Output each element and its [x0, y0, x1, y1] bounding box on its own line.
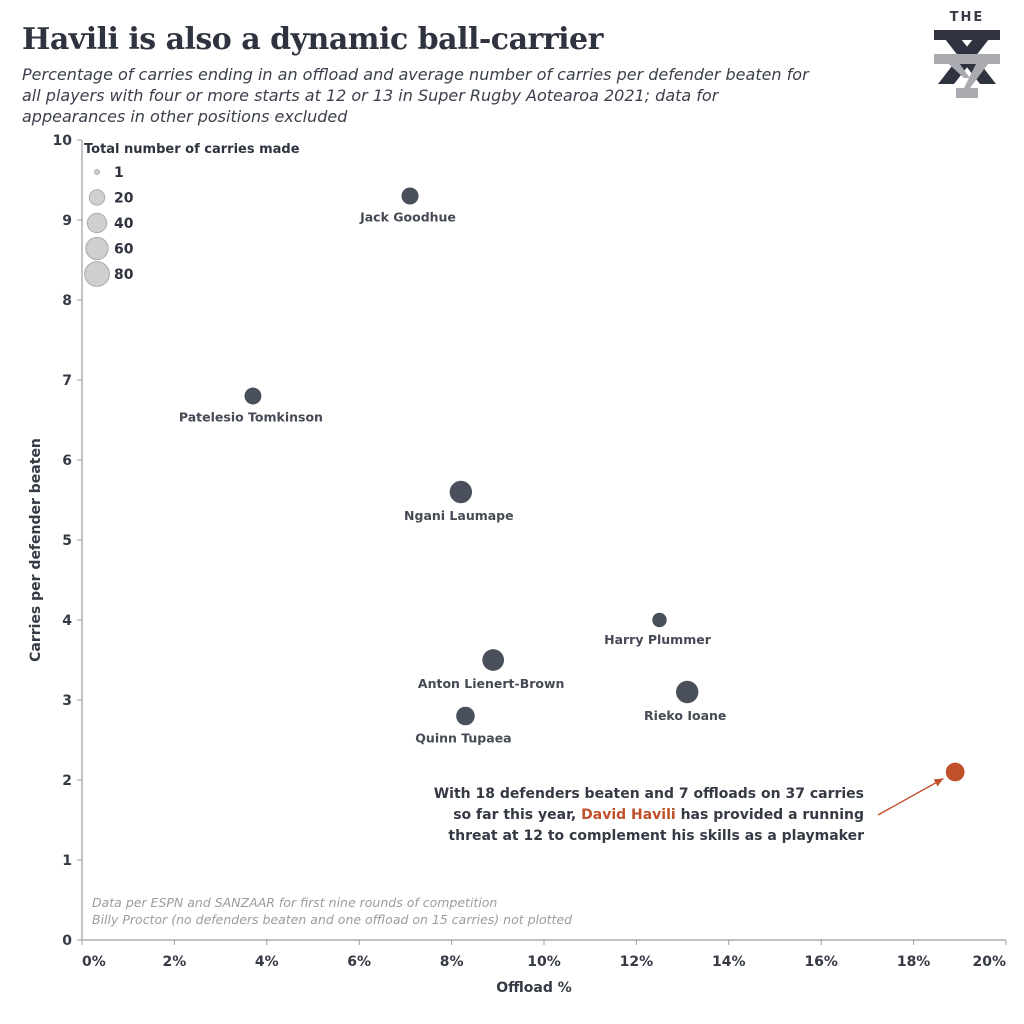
legend-circle	[85, 236, 109, 261]
point-label: Rieko Ioane	[644, 708, 726, 723]
point-label: Anton Lienert-Brown	[418, 676, 565, 691]
y-tick-label: 4	[62, 613, 72, 629]
data-points	[244, 187, 965, 782]
point-label: Quinn Tupaea	[415, 730, 511, 745]
arrow-head	[933, 778, 944, 787]
y-tick-label: 9	[62, 213, 72, 229]
y-tick-label: 3	[62, 693, 72, 709]
y-tick-label: 2	[62, 773, 72, 789]
x-tick-label: 10%	[527, 954, 561, 970]
size-legend: Total number of carries made 1 20 40 60 80	[84, 142, 300, 287]
data-point	[652, 612, 667, 628]
legend-circle	[84, 261, 110, 287]
point-labels: Jack Goodhue Patelesio Tomkinson Ngani Lau…	[179, 210, 726, 746]
legend-label: 40	[114, 216, 134, 232]
annotation-highlight: David Havili	[581, 807, 676, 823]
chart-title: Havili is also a dynamic ball-carrier	[22, 22, 603, 57]
x-tick-label: 6%	[347, 954, 371, 970]
source-note: Data per ESPN and SANZAAR for first nine…	[92, 894, 652, 928]
y-tick-label: 5	[62, 533, 72, 549]
y-tick-label: 10	[53, 133, 73, 149]
legend-circle	[88, 189, 106, 206]
data-point	[482, 649, 505, 671]
y-axis-title: Carries per defender beaten	[28, 438, 44, 662]
point-label: Patelesio Tomkinson	[179, 409, 323, 424]
legend-title: Total number of carries made	[84, 142, 300, 157]
x-tick-label: 14%	[712, 954, 746, 970]
legend-label: 1	[114, 165, 124, 181]
y-tick-label: 7	[62, 373, 72, 389]
x-tick-label: 0%	[82, 954, 106, 970]
legend-label: 80	[114, 267, 134, 283]
legend-label: 20	[114, 191, 134, 207]
x-axis-title: Offload %	[496, 980, 572, 996]
arrow-line	[877, 777, 944, 816]
x-tick-label: 12%	[620, 954, 654, 970]
the-x-logo: THE	[930, 8, 1004, 100]
x-tick-label: 4%	[255, 954, 279, 970]
annotation-text-after: has provided a running threat at 12 to c…	[448, 807, 864, 844]
data-point-highlight	[945, 762, 965, 782]
annotation-text-before: With 18 defenders beaten and 7 offloads …	[433, 786, 864, 823]
x-logo-icon	[934, 30, 1000, 98]
x-tick-label: 16%	[804, 954, 838, 970]
x-tick-label: 2%	[163, 954, 187, 970]
point-label: Harry Plummer	[604, 632, 712, 647]
y-tick-label: 1	[62, 853, 72, 869]
data-point	[456, 706, 475, 726]
point-label: Ngani Laumape	[404, 508, 514, 523]
x-tick-label: 20%	[972, 954, 1006, 970]
logo-text: THE	[949, 10, 985, 25]
y-tick-label: 8	[62, 293, 72, 309]
chart-subtitle: Percentage of carries ending in an offlo…	[22, 65, 809, 126]
source-note-line-1: Data per ESPN and SANZAAR for first nine…	[92, 895, 498, 910]
source-note-line-2: Billy Proctor (no defenders beaten and o…	[92, 912, 573, 927]
x-tick-label: 18%	[897, 954, 931, 970]
legend-circle	[94, 169, 100, 175]
annotation-arrow	[877, 777, 944, 816]
point-label: Jack Goodhue	[359, 210, 456, 225]
axis-ticks: 0% 2% 4% 6% 8% 10% 12% 14% 16% 18% 20% 0 1 2 3 4 5 6 7 8 9 10	[53, 133, 1007, 970]
x-tick-label: 8%	[440, 954, 464, 970]
data-point	[676, 680, 699, 704]
legend-circle	[86, 212, 108, 234]
data-point	[244, 387, 262, 405]
data-point	[401, 187, 419, 205]
data-point	[449, 480, 473, 504]
y-tick-label: 6	[62, 453, 72, 469]
y-tick-label: 0	[62, 933, 72, 949]
legend-label: 60	[114, 242, 134, 258]
havili-annotation: With 18 defenders beaten and 7 offloads …	[420, 784, 864, 847]
